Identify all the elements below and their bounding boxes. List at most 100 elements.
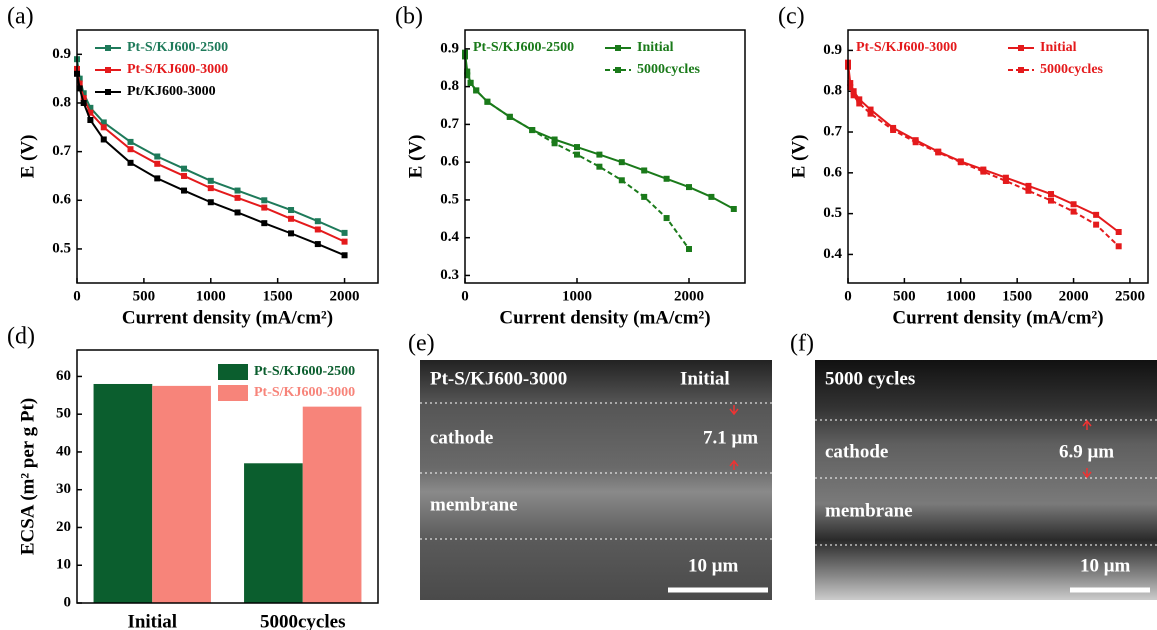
legend-label: Pt-S/KJ600-3000	[254, 385, 355, 400]
legend-label: 5000cycles	[637, 62, 701, 77]
point	[342, 230, 348, 236]
x-tick-label: 5000cycles	[260, 611, 345, 630]
point	[181, 188, 187, 194]
legend-label: Pt/KJ600-3000	[127, 84, 216, 99]
point	[851, 92, 857, 98]
figure: (e) Pt-S/KJ600-3000 Initial cathode memb…	[0, 0, 1157, 630]
point	[235, 209, 241, 215]
panel-label: (c)	[778, 4, 805, 30]
point	[342, 252, 348, 258]
legend-marker	[615, 45, 621, 51]
point	[484, 99, 490, 105]
point	[288, 230, 294, 236]
point	[208, 185, 214, 191]
scale-label: 10 μm	[688, 555, 739, 576]
x-tick-label: 0	[73, 288, 81, 304]
point	[261, 197, 267, 203]
point	[154, 154, 160, 160]
bar	[152, 386, 211, 603]
y-tick-label: 0.5	[823, 205, 842, 221]
point	[1116, 243, 1122, 249]
point	[958, 159, 964, 165]
legend-marker	[1018, 45, 1024, 51]
y-tick-label: 0.8	[823, 83, 842, 99]
point	[342, 239, 348, 245]
panel-label: (b)	[395, 4, 423, 30]
point	[208, 199, 214, 205]
y-tick-label: 0.3	[440, 267, 459, 283]
point	[261, 205, 267, 211]
y-tick-label: 40	[56, 443, 71, 459]
state-label: Initial	[680, 368, 730, 389]
point	[507, 114, 513, 120]
legend-label: Pt-S/KJ600-2500	[254, 364, 355, 379]
y-tick-label: 0.5	[440, 191, 459, 207]
series-line	[848, 63, 1119, 232]
x-tick-label: 1000	[946, 288, 976, 304]
x-tick-label: 2500	[1115, 288, 1145, 304]
y-tick-label: 60	[56, 368, 71, 384]
point	[619, 177, 625, 183]
point	[913, 139, 919, 145]
point	[1071, 201, 1077, 207]
layer-label: cathode	[430, 427, 493, 448]
y-tick-label: 0.7	[823, 123, 842, 139]
y-tick-label: 0.4	[823, 246, 842, 262]
x-tick-label: 500	[893, 288, 916, 304]
bar	[94, 384, 153, 603]
point	[235, 188, 241, 194]
y-axis-label: E (V)	[17, 135, 38, 179]
x-tick-label: 2000	[674, 288, 704, 304]
sem-image-f: (f) 5000 cycles cathode membrane 6.9 μm …	[790, 331, 1157, 601]
point	[128, 160, 134, 166]
point	[1048, 191, 1054, 197]
point	[574, 152, 580, 158]
point	[619, 159, 625, 165]
point	[731, 206, 737, 212]
y-tick-label: 0.6	[823, 164, 842, 180]
thickness-label: 7.1 μm	[703, 427, 758, 448]
point	[890, 127, 896, 133]
y-tick-label: 30	[56, 481, 71, 497]
x-tick-label: 1500	[1002, 288, 1032, 304]
y-tick-label: 0.9	[440, 40, 459, 56]
point	[101, 124, 107, 130]
point	[641, 167, 647, 173]
x-tick-label: 500	[133, 288, 156, 304]
legend-label: Initial	[637, 40, 674, 55]
x-tick-label: 1500	[263, 288, 293, 304]
point	[181, 166, 187, 172]
y-tick-label: 0.9	[52, 46, 71, 62]
legend-label: Pt-S/KJ600-2500	[127, 40, 228, 55]
point	[868, 111, 874, 117]
x-tick-label: 0	[461, 288, 469, 304]
x-tick-label: 0	[844, 288, 852, 304]
point	[315, 241, 321, 247]
bar	[303, 407, 362, 603]
point	[288, 216, 294, 222]
point	[128, 146, 134, 152]
x-axis-label: Current density (mA/cm²)	[892, 307, 1103, 328]
legend-marker	[105, 45, 111, 51]
layer-label: membrane	[825, 500, 913, 521]
point	[81, 100, 87, 106]
legend-marker	[105, 67, 111, 73]
y-tick-label: 0.5	[52, 240, 71, 256]
chart-panel: (a)E (V)0.50.60.70.80.90500100015002000C…	[7, 4, 378, 329]
panel-label: (e)	[408, 331, 435, 357]
y-tick-label: 0.8	[52, 94, 71, 110]
point	[1093, 212, 1099, 218]
point	[468, 80, 474, 86]
legend-swatch	[218, 385, 248, 401]
point	[315, 226, 321, 232]
panel-label: (d)	[7, 324, 35, 350]
point	[1071, 209, 1077, 215]
point	[664, 176, 670, 182]
state-label: 5000 cycles	[825, 368, 915, 389]
bar	[244, 463, 303, 603]
point	[980, 169, 986, 175]
x-axis-label: Current density (mA/cm²)	[122, 307, 333, 328]
point	[315, 218, 321, 224]
series-line	[848, 67, 1119, 247]
